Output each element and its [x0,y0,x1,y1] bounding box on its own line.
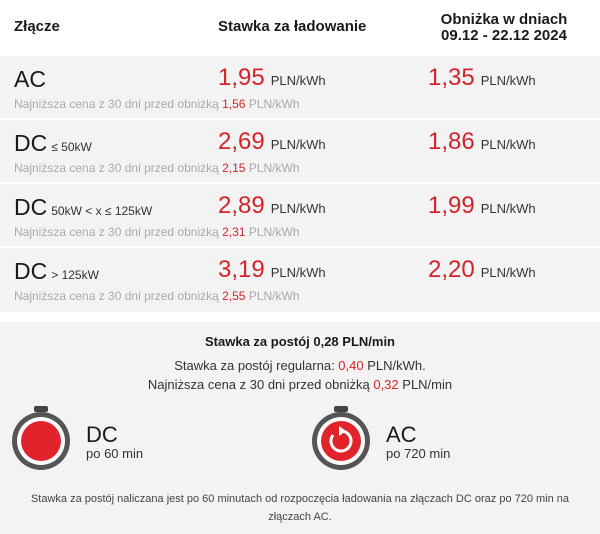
rate-unit: PLN/kWh [270,137,326,152]
lowest-unit: PLN/min [398,377,453,392]
discount-value: 1,86 [428,128,475,155]
note-unit: PLN/kWh [245,161,300,175]
regular-prefix: Stawka za postój regularna: [174,358,339,373]
regular-unit: PLN/kWh. [363,358,426,373]
discount-price: 1,86 PLN/kWh [428,128,536,156]
idle-regular-rate: Stawka za postój regularna: 0,40 PLN/kWh… [0,358,600,373]
note-prefix: Najniższa cena z 30 dni przed obniżką [14,97,223,111]
ac-timer-label: AC [386,422,417,447]
pricing-table: Złącze Stawka za ładowanie Obniżka w dni… [0,0,600,312]
rate-value: 2,89 [218,192,265,219]
rate-unit: PLN/kWh [270,265,326,280]
note-prefix: Najniższa cena z 30 dni przed obniżką [14,225,223,239]
table-row: AC 1,95 PLN/kWh 1,35 PLN/kWh Najniższa cen… [0,54,600,116]
rate-unit: PLN/kWh [270,73,326,88]
lowest-prefix: Najniższa cena z 30 dni przed obniżką [147,377,374,392]
connector-type: DC [14,130,48,156]
header-discount-line2: 09.12 - 22.12 2024 [441,27,567,44]
note-value: 1,56 [222,97,246,111]
header-rate: Stawka za ładowanie [218,18,367,35]
discount-unit: PLN/kWh [480,73,536,88]
idle-fee-panel: Stawka za postój 0,28 PLN/min Stawka za … [0,322,600,534]
discount-unit: PLN/kWh [480,201,536,216]
discount-unit: PLN/kWh [480,265,536,280]
regular-value: 0,40 [338,358,364,373]
discount-price: 1,35 PLN/kWh [428,64,536,92]
discount-value: 2,20 [428,256,475,283]
note-unit: PLN/kWh [245,97,300,111]
connector-power: ≤ 50kW [51,140,92,154]
idle-fee-footnote: Stawka za postój naliczana jest po 60 mi… [30,493,570,523]
dc-timer-sub: po 60 min [86,446,144,461]
lowest-price-note: Najniższa cena z 30 dni przed obniżką 2,… [14,225,300,239]
table-row: DC > 125kW 3,19 PLN/kWh 2,20 PLN/kWh Najniż… [0,246,600,308]
discount-price: 1,99 PLN/kWh [428,192,536,220]
header-connector: Złącze [14,18,60,35]
connector-name: DC ≤ 50kW [14,130,92,157]
ac-timer-sub: po 720 min [386,446,451,461]
note-unit: PLN/kWh [245,225,300,239]
stopwatch-refresh-icon [310,406,372,472]
discount-value: 1,99 [428,192,475,219]
connector-name: DC 50kW < x ≤ 125kW [14,194,152,221]
connector-power: 50kW < x ≤ 125kW [51,204,153,218]
dc-timer-label: DC [86,422,118,447]
connector-type: DC [14,258,48,284]
rate-value: 2,69 [218,128,265,155]
rate-value: 1,95 [218,64,265,91]
table-row: DC 50kW < x ≤ 125kW 2,89 PLN/kWh 1,99 PLN/k… [0,182,600,244]
connector-type: DC [14,194,48,220]
header-discount-line1: Obniżka w dniach [440,11,568,28]
lowest-price-note: Najniższa cena z 30 dni przed obniżką 2,… [14,289,300,303]
connector-power: > 125kW [51,268,99,282]
rate-price: 2,89 PLN/kWh [218,192,326,220]
note-prefix: Najniższa cena z 30 dni przed obniżką [14,289,223,303]
idle-fee-title: Stawka za postój 0,28 PLN/min [205,334,395,349]
discount-price: 2,20 PLN/kWh [428,256,536,284]
note-value: 2,15 [222,161,246,175]
idle-lowest-rate: Najniższa cena z 30 dni przed obniżką 0,… [0,377,600,392]
note-value: 2,31 [222,225,246,239]
lowest-price-note: Najniższa cena z 30 dni przed obniżką 2,… [14,161,300,175]
note-value: 2,55 [222,289,246,303]
table-header: Złącze Stawka za ładowanie Obniżka w dni… [0,0,600,54]
discount-value: 1,35 [428,64,475,91]
note-prefix: Najniższa cena z 30 dni przed obniżką [14,161,223,175]
stopwatch-filled-icon [10,406,72,472]
rate-price: 1,95 PLN/kWh [218,64,326,92]
discount-unit: PLN/kWh [480,137,536,152]
lowest-price-note: Najniższa cena z 30 dni przed obniżką 1,… [14,97,300,111]
rate-price: 2,69 PLN/kWh [218,128,326,156]
lowest-value: 0,32 [373,377,399,392]
rate-value: 3,19 [218,256,265,283]
connector-name: DC > 125kW [14,258,99,285]
rate-price: 3,19 PLN/kWh [218,256,326,284]
table-row: DC ≤ 50kW 2,69 PLN/kWh 1,86 PLN/kWh Najniżs… [0,118,600,180]
header-discount: Obniżka w dniach 09.12 - 22.12 2024 [420,12,588,44]
rate-unit: PLN/kWh [270,201,326,216]
note-unit: PLN/kWh [245,289,300,303]
connector-type: AC [14,66,46,92]
connector-name: AC [14,66,50,93]
